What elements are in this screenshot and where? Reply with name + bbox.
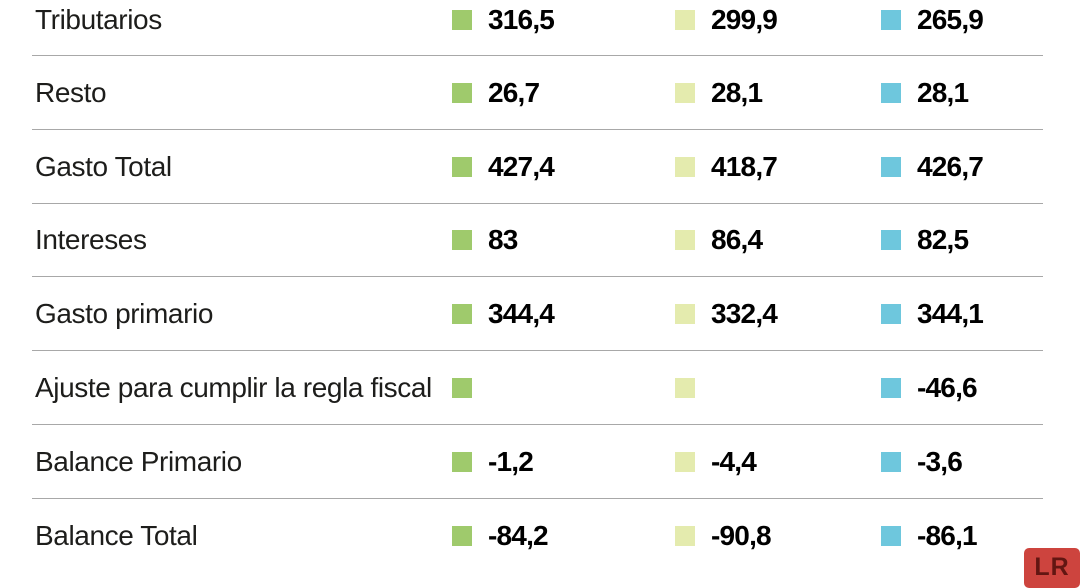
series-blue-swatch-icon: [881, 451, 901, 472]
series-green-swatch-icon: [452, 156, 472, 177]
row-label: Balance Total: [35, 519, 198, 551]
row-label: Gasto Total: [35, 150, 172, 182]
series-pale-green-swatch-icon: [675, 304, 695, 325]
value-3: 344,1: [917, 298, 984, 330]
value-3: 265,9: [917, 4, 984, 35]
series-green-swatch-icon: [452, 378, 472, 399]
series-green-swatch-icon: [452, 10, 472, 30]
row-label: Tributarios: [35, 4, 162, 35]
value-cell-2: 86,4: [675, 224, 763, 256]
value-cell-3: -46,6: [881, 372, 978, 404]
value-3: -46,6: [917, 372, 978, 404]
value-1: 26,7: [488, 76, 540, 108]
series-green-swatch-icon: [452, 525, 472, 546]
lr-logo-text: LR: [1034, 553, 1070, 581]
value-2: -4,4: [711, 445, 757, 477]
value-1: 344,4: [488, 298, 555, 330]
table-row: Tributarios 316,5 299,9 265,9: [0, 0, 1080, 56]
series-pale-green-swatch-icon: [675, 82, 695, 103]
table-row: Intereses 83 86,4 82,5: [0, 204, 1080, 278]
value-cell-1: -1,2: [452, 445, 534, 478]
row-label: Balance Primario: [35, 445, 242, 477]
value-cell-1: 83: [452, 224, 518, 256]
value-cell-3: -3,6: [881, 445, 963, 478]
table-row: Ajuste para cumplir la regla fiscal -46,…: [0, 351, 1080, 425]
value-cell-1: 26,7: [452, 76, 540, 109]
value-cell-1: 344,4: [452, 298, 555, 330]
series-blue-swatch-icon: [881, 156, 901, 177]
value-3: 82,5: [917, 224, 969, 256]
series-pale-green-swatch-icon: [675, 156, 695, 177]
value-3: -3,6: [917, 445, 963, 477]
series-pale-green-swatch-icon: [675, 10, 695, 30]
series-blue-swatch-icon: [881, 82, 901, 103]
lr-logo: LR: [1024, 548, 1080, 588]
value-cell-1: [452, 378, 488, 399]
row-label: Intereses: [35, 224, 147, 256]
series-green-swatch-icon: [452, 230, 472, 251]
value-cell-3: 344,1: [881, 298, 984, 330]
table-row: Resto 26,7 28,1 28,1: [0, 56, 1080, 130]
series-green-swatch-icon: [452, 451, 472, 472]
value-cell-3: 265,9: [881, 4, 984, 36]
series-blue-swatch-icon: [881, 230, 901, 251]
value-1: 427,4: [488, 150, 555, 182]
series-blue-swatch-icon: [881, 10, 901, 30]
value-3: -86,1: [917, 519, 978, 551]
value-2: 28,1: [711, 76, 763, 108]
value-1: -1,2: [488, 445, 534, 477]
value-2: 86,4: [711, 224, 763, 256]
value-cell-3: 28,1: [881, 76, 969, 109]
table-row: Balance Total -84,2 -90,8 -86,1: [0, 499, 1080, 573]
value-3: 426,7: [917, 150, 984, 182]
series-green-swatch-icon: [452, 304, 472, 325]
value-2: -90,8: [711, 519, 772, 551]
series-blue-swatch-icon: [881, 378, 901, 399]
series-pale-green-swatch-icon: [675, 230, 695, 251]
value-1: 83: [488, 224, 518, 256]
value-cell-1: 427,4: [452, 150, 555, 183]
value-1: 316,5: [488, 4, 555, 35]
value-cell-2: 418,7: [675, 150, 778, 183]
value-cell-1: 316,5: [452, 4, 555, 36]
value-cell-2: 299,9: [675, 4, 778, 36]
value-cell-2: 332,4: [675, 298, 778, 330]
value-cell-3: 426,7: [881, 150, 984, 183]
value-2: 332,4: [711, 298, 778, 330]
value-1: -84,2: [488, 519, 549, 551]
value-cell-3: 82,5: [881, 224, 969, 256]
value-cell-1: -84,2: [452, 519, 549, 552]
series-blue-swatch-icon: [881, 525, 901, 546]
row-label: Ajuste para cumplir la regla fiscal: [35, 372, 432, 404]
table-row: Balance Primario -1,2 -4,4 -3,6: [0, 425, 1080, 499]
value-cell-2: [675, 378, 711, 399]
value-cell-2: -90,8: [675, 519, 772, 552]
value-3: 28,1: [917, 76, 969, 108]
row-label: Resto: [35, 76, 107, 108]
row-label: Gasto primario: [35, 298, 214, 330]
series-pale-green-swatch-icon: [675, 525, 695, 546]
value-cell-3: -86,1: [881, 519, 978, 552]
value-cell-2: -4,4: [675, 445, 757, 478]
series-green-swatch-icon: [452, 82, 472, 103]
table-row: Gasto Total 427,4 418,7 426,7: [0, 130, 1080, 204]
fiscal-data-table: Tributarios 316,5 299,9 265,9 Resto 26,7…: [0, 0, 1080, 573]
series-pale-green-swatch-icon: [675, 451, 695, 472]
series-pale-green-swatch-icon: [675, 378, 695, 399]
value-cell-2: 28,1: [675, 76, 763, 109]
value-2: 418,7: [711, 150, 778, 182]
series-blue-swatch-icon: [881, 304, 901, 325]
table-row: Gasto primario 344,4 332,4 344,1: [0, 277, 1080, 351]
value-2: 299,9: [711, 4, 778, 35]
